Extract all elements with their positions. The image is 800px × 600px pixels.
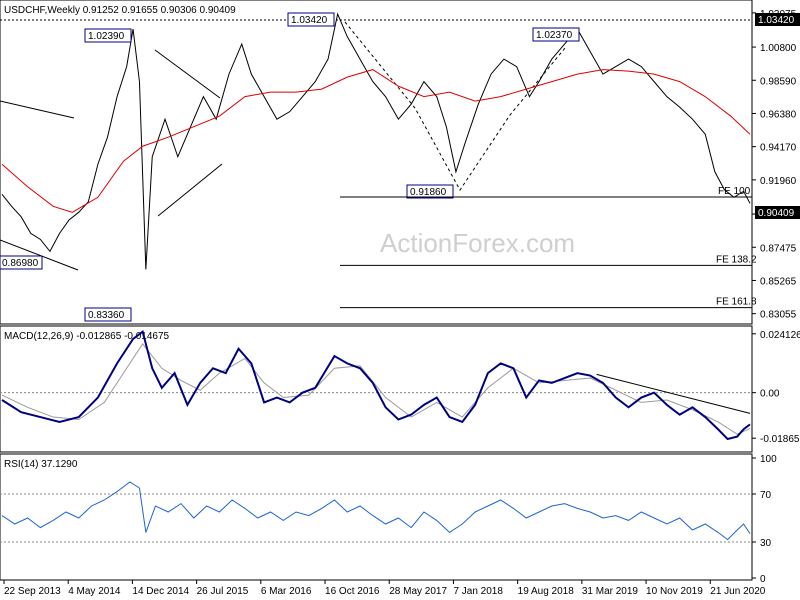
svg-text:0.86980: 0.86980 xyxy=(2,258,39,269)
current-price: 0.90409 xyxy=(755,206,800,219)
price-tick-label: 0.96380 xyxy=(760,109,797,120)
fib-label-100: FE 100 xyxy=(718,186,751,197)
price-tick-label: 0.83055 xyxy=(760,310,797,321)
price-tick-label: 1.00800 xyxy=(760,43,797,54)
x-tick-label: 28 May 2017 xyxy=(389,586,447,597)
fib-label-138: FE 138.2 xyxy=(716,254,757,265)
rsi-tick-label: 100 xyxy=(760,454,777,465)
price-line xyxy=(1,12,751,270)
rsi-line xyxy=(1,481,751,541)
x-tick-label: 22 Sep 2013 xyxy=(4,586,61,597)
rsi-header: RSI(14) 37.1290 xyxy=(4,459,78,470)
price-tick-label: 0.85265 xyxy=(760,276,797,287)
rsi-tick-label: 30 xyxy=(760,538,772,549)
trendlines xyxy=(0,19,752,271)
x-tick-label: 4 May 2014 xyxy=(68,586,121,597)
macd-tick-label: -0.018657 xyxy=(760,434,800,445)
x-tick-label: 21 Jun 2020 xyxy=(710,586,765,597)
fib-levels xyxy=(340,196,752,309)
x-tick-label: 19 Aug 2018 xyxy=(518,586,575,597)
macd-signal-line xyxy=(1,343,751,435)
svg-text:0.83360: 0.83360 xyxy=(88,310,125,321)
price-tick-label: 0.98590 xyxy=(760,76,797,87)
x-tick-label: 14 Dec 2014 xyxy=(132,586,189,597)
price-axis: 1.030751.008000.985900.963800.941700.919… xyxy=(752,9,797,321)
svg-text:1.02390: 1.02390 xyxy=(88,31,125,42)
x-tick-label: 31 Mar 2019 xyxy=(582,586,639,597)
svg-text:0.91860: 0.91860 xyxy=(410,187,447,198)
macd-header: MACD(12,26,9) -0.012865 -0.014675 xyxy=(4,331,170,342)
macd-main-line xyxy=(1,329,751,441)
macd-lines xyxy=(0,329,752,441)
price-tick-label: 0.91960 xyxy=(760,176,797,187)
macd-axis: 0.024126 0.00 -0.018657 xyxy=(752,330,800,445)
sma-line xyxy=(1,69,751,213)
price-label-6: 0.83360 xyxy=(84,307,132,322)
macd-tick-label: 0.00 xyxy=(760,389,780,400)
svg-text:1.02370: 1.02370 xyxy=(536,30,573,41)
rsi-lines xyxy=(0,481,752,543)
rsi-tick-label: 0 xyxy=(760,574,766,585)
price-label-2: 1.03420 xyxy=(287,12,335,27)
watermark: ActionForex.com xyxy=(380,228,575,258)
svg-text:1.03420: 1.03420 xyxy=(291,15,328,26)
price-label-1: 1.02390 xyxy=(84,28,132,43)
svg-text:0.90409: 0.90409 xyxy=(758,208,795,219)
rsi-axis: 100 70 30 0 xyxy=(752,454,777,585)
top-marker: 1.03420 xyxy=(755,13,800,26)
price-label-5: 0.86980 xyxy=(0,255,43,270)
price-panel xyxy=(0,0,753,325)
macd-tick-label: 0.024126 xyxy=(760,330,800,341)
rsi-tick-label: 70 xyxy=(760,490,772,501)
x-tick-label: 10 Nov 2019 xyxy=(646,586,703,597)
price-tick-label: 0.94170 xyxy=(760,143,797,154)
price-lines xyxy=(1,12,751,270)
x-axis: 22 Sep 2013 4 May 2014 14 Dec 2014 26 Jul 2… xyxy=(3,580,766,597)
x-tick-label: 7 Jan 2018 xyxy=(453,586,503,597)
svg-text:1.03420: 1.03420 xyxy=(758,15,795,26)
price-label-4: 0.91860 xyxy=(406,184,454,199)
chart-header: USDCHF,Weekly 0.91252 0.91655 0.90306 0.… xyxy=(4,5,236,16)
price-tick-label: 0.87475 xyxy=(760,243,797,254)
rsi-panel xyxy=(0,453,753,581)
x-tick-label: 6 Mar 2016 xyxy=(261,586,312,597)
fib-label-161: FE 161.8 xyxy=(716,297,757,308)
x-tick-label: 16 Oct 2016 xyxy=(325,586,380,597)
x-tick-label: 26 Jul 2015 xyxy=(197,586,249,597)
macd-trendline xyxy=(596,373,751,414)
price-label-3: 1.02370 xyxy=(532,27,580,42)
